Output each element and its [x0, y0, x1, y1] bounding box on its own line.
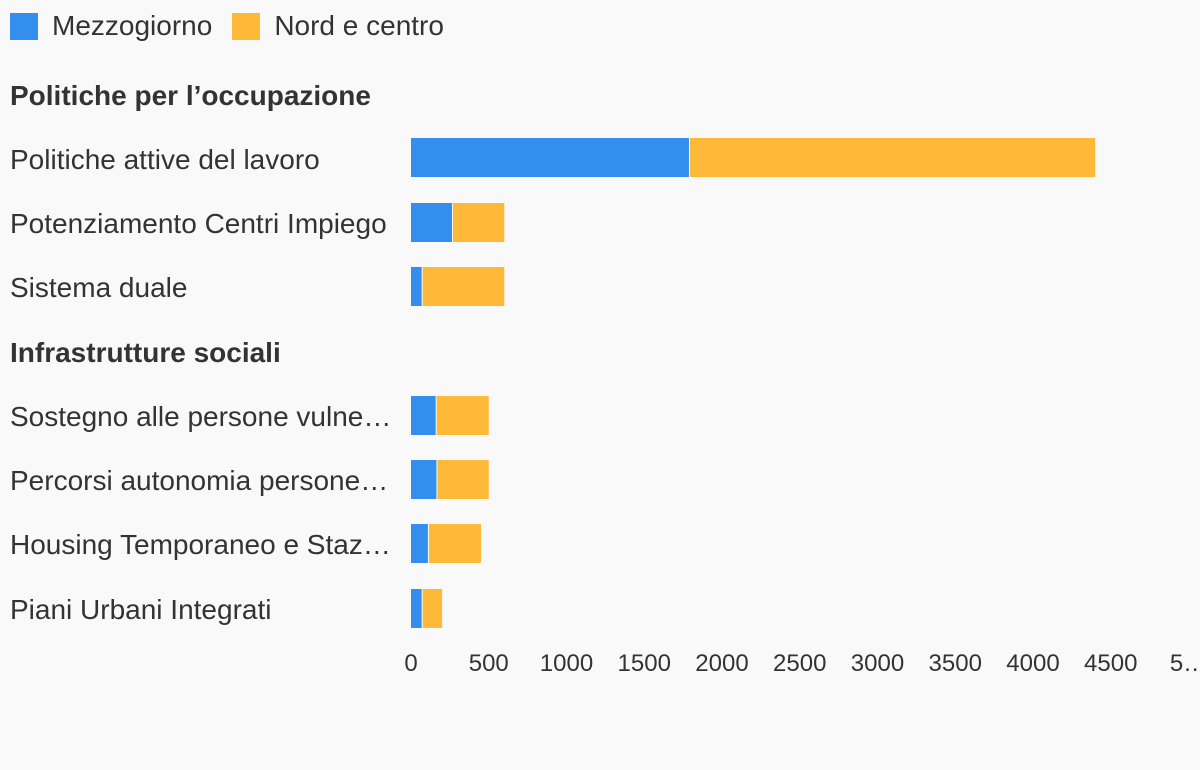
- x-tick-label: 4000: [1006, 650, 1059, 677]
- bar-mezzogiorno[interactable]: [411, 267, 422, 306]
- legend-item-nord-e-centro[interactable]: Nord e centro: [232, 10, 444, 42]
- x-tick-label: 1500: [618, 650, 671, 677]
- group-label-politiche-occupazione: Politiche per l’occupazione: [10, 80, 371, 111]
- group-label-infrastrutture-sociali: Infrastrutture sociali: [10, 337, 281, 368]
- x-tick-label: 1000: [540, 650, 593, 677]
- x-tick-label: 4500: [1084, 650, 1137, 677]
- x-tick-label: 3500: [929, 650, 982, 677]
- bar-mezzogiorno[interactable]: [411, 524, 428, 563]
- bar-mezzogiorno[interactable]: [411, 589, 422, 628]
- bar-nord-e-centro[interactable]: [689, 138, 1096, 177]
- bar-nord-e-centro[interactable]: [428, 524, 481, 563]
- x-tick-label: 2500: [773, 650, 826, 677]
- bar-mezzogiorno[interactable]: [411, 203, 452, 242]
- bar-nord-e-centro[interactable]: [437, 460, 489, 499]
- bar-mezzogiorno[interactable]: [411, 138, 689, 177]
- bar-mezzogiorno[interactable]: [411, 396, 436, 435]
- legend-swatch-mezzogiorno: [10, 12, 38, 40]
- bar-nord-e-centro[interactable]: [422, 267, 505, 306]
- legend-label-nord-e-centro: Nord e centro: [274, 10, 444, 41]
- legend-label-mezzogiorno: Mezzogiorno: [52, 10, 213, 41]
- bar-nord-e-centro[interactable]: [422, 589, 443, 628]
- legend: Mezzogiorno Nord e centro: [10, 10, 464, 42]
- bar-nord-e-centro[interactable]: [452, 203, 505, 242]
- x-tick-label: 3000: [851, 650, 904, 677]
- x-tick-label: 0: [404, 650, 417, 677]
- x-tick-label: 500: [469, 650, 509, 677]
- x-tick-label: 2000: [695, 650, 748, 677]
- bar-nord-e-centro[interactable]: [436, 396, 489, 435]
- x-tick-label: 5…: [1170, 650, 1200, 677]
- legend-item-mezzogiorno[interactable]: Mezzogiorno: [10, 10, 212, 42]
- legend-swatch-nord-e-centro: [232, 12, 261, 40]
- bar-mezzogiorno[interactable]: [411, 460, 437, 499]
